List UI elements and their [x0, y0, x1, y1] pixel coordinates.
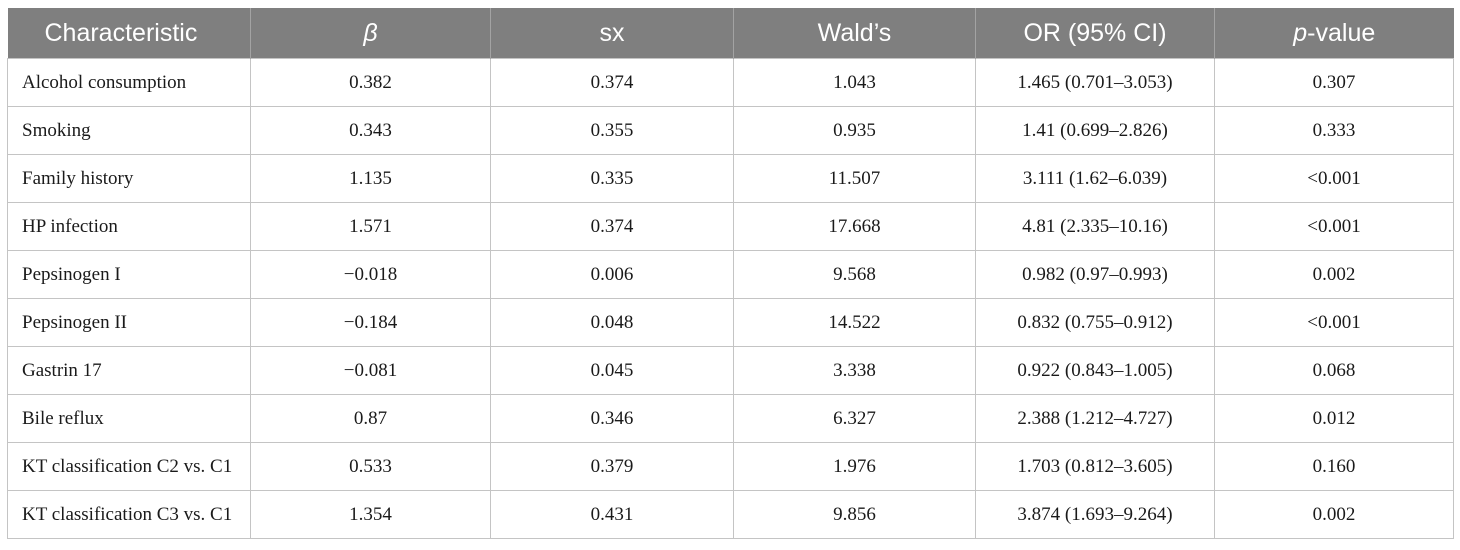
cell-beta: 1.571 [250, 202, 491, 251]
header-or-ci: OR (95% CI) [975, 8, 1215, 59]
cell-wald: 3.338 [733, 346, 976, 395]
table-row: Gastrin 17 −0.081 0.045 3.338 0.922 (0.8… [7, 346, 1454, 395]
table-row: Pepsinogen II −0.184 0.048 14.522 0.832 … [7, 298, 1454, 347]
cell-wald: 6.327 [733, 394, 976, 443]
cell-characteristic: KT classification C2 vs. C1 [7, 442, 251, 491]
cell-or-ci: 0.982 (0.97–0.993) [975, 250, 1215, 299]
header-p-italic: p [1293, 18, 1308, 47]
cell-characteristic: Pepsinogen I [7, 250, 251, 299]
table-row: Pepsinogen I −0.018 0.006 9.568 0.982 (0… [7, 250, 1454, 299]
cell-or-ci: 1.703 (0.812–3.605) [975, 442, 1215, 491]
table-header: Characteristic β sx Wald’s OR (95% CI) p… [7, 8, 1454, 59]
cell-wald: 0.935 [733, 106, 976, 155]
header-sx: sx [490, 8, 734, 59]
table-row: Alcohol consumption 0.382 0.374 1.043 1.… [7, 58, 1454, 107]
cell-p-value: 0.160 [1214, 442, 1454, 491]
header-row: Characteristic β sx Wald’s OR (95% CI) p… [7, 8, 1454, 59]
cell-wald: 9.856 [733, 490, 976, 539]
cell-or-ci: 1.41 (0.699–2.826) [975, 106, 1215, 155]
cell-p-value: 0.012 [1214, 394, 1454, 443]
cell-p-value: <0.001 [1214, 298, 1454, 347]
cell-or-ci: 2.388 (1.212–4.727) [975, 394, 1215, 443]
table-row: Smoking 0.343 0.355 0.935 1.41 (0.699–2.… [7, 106, 1454, 155]
cell-p-value: 0.307 [1214, 58, 1454, 107]
cell-p-value: 0.002 [1214, 250, 1454, 299]
header-p-suffix: -value [1307, 18, 1376, 47]
cell-beta: 1.135 [250, 154, 491, 203]
cell-beta: 0.533 [250, 442, 491, 491]
header-beta-symbol: β [363, 18, 378, 47]
cell-sx: 0.374 [490, 202, 734, 251]
cell-beta: 1.354 [250, 490, 491, 539]
header-beta: β [250, 8, 491, 59]
cell-wald: 1.043 [733, 58, 976, 107]
cell-characteristic: Alcohol consumption [7, 58, 251, 107]
logistic-regression-table: Characteristic β sx Wald’s OR (95% CI) p… [7, 8, 1454, 539]
table-body: Alcohol consumption 0.382 0.374 1.043 1.… [7, 58, 1454, 539]
cell-beta: −0.081 [250, 346, 491, 395]
results-table-container: Characteristic β sx Wald’s OR (95% CI) p… [7, 8, 1454, 539]
cell-beta: 0.382 [250, 58, 491, 107]
cell-characteristic: Bile reflux [7, 394, 251, 443]
cell-sx: 0.355 [490, 106, 734, 155]
cell-sx: 0.335 [490, 154, 734, 203]
cell-wald: 1.976 [733, 442, 976, 491]
cell-wald: 11.507 [733, 154, 976, 203]
cell-sx: 0.379 [490, 442, 734, 491]
cell-beta: 0.343 [250, 106, 491, 155]
cell-sx: 0.048 [490, 298, 734, 347]
cell-or-ci: 3.111 (1.62–6.039) [975, 154, 1215, 203]
header-characteristic: Characteristic [7, 8, 251, 59]
cell-p-value: 0.333 [1214, 106, 1454, 155]
cell-or-ci: 3.874 (1.693–9.264) [975, 490, 1215, 539]
cell-or-ci: 1.465 (0.701–3.053) [975, 58, 1215, 107]
cell-sx: 0.431 [490, 490, 734, 539]
cell-sx: 0.045 [490, 346, 734, 395]
cell-beta: −0.184 [250, 298, 491, 347]
cell-characteristic: Gastrin 17 [7, 346, 251, 395]
table-row: HP infection 1.571 0.374 17.668 4.81 (2.… [7, 202, 1454, 251]
cell-sx: 0.346 [490, 394, 734, 443]
table-row: Family history 1.135 0.335 11.507 3.111 … [7, 154, 1454, 203]
cell-sx: 0.374 [490, 58, 734, 107]
cell-or-ci: 0.832 (0.755–0.912) [975, 298, 1215, 347]
header-wald: Wald’s [733, 8, 976, 59]
cell-characteristic: Family history [7, 154, 251, 203]
cell-characteristic: HP infection [7, 202, 251, 251]
cell-wald: 14.522 [733, 298, 976, 347]
cell-characteristic: Pepsinogen II [7, 298, 251, 347]
cell-characteristic: KT classification C3 vs. C1 [7, 490, 251, 539]
cell-p-value: <0.001 [1214, 202, 1454, 251]
cell-or-ci: 4.81 (2.335–10.16) [975, 202, 1215, 251]
table-row: KT classification C3 vs. C1 1.354 0.431 … [7, 490, 1454, 539]
cell-p-value: <0.001 [1214, 154, 1454, 203]
cell-p-value: 0.002 [1214, 490, 1454, 539]
cell-or-ci: 0.922 (0.843–1.005) [975, 346, 1215, 395]
cell-beta: −0.018 [250, 250, 491, 299]
cell-wald: 9.568 [733, 250, 976, 299]
cell-wald: 17.668 [733, 202, 976, 251]
cell-characteristic: Smoking [7, 106, 251, 155]
header-p-value: p-value [1214, 8, 1454, 59]
cell-beta: 0.87 [250, 394, 491, 443]
cell-p-value: 0.068 [1214, 346, 1454, 395]
table-row: KT classification C2 vs. C1 0.533 0.379 … [7, 442, 1454, 491]
cell-sx: 0.006 [490, 250, 734, 299]
table-row: Bile reflux 0.87 0.346 6.327 2.388 (1.21… [7, 394, 1454, 443]
